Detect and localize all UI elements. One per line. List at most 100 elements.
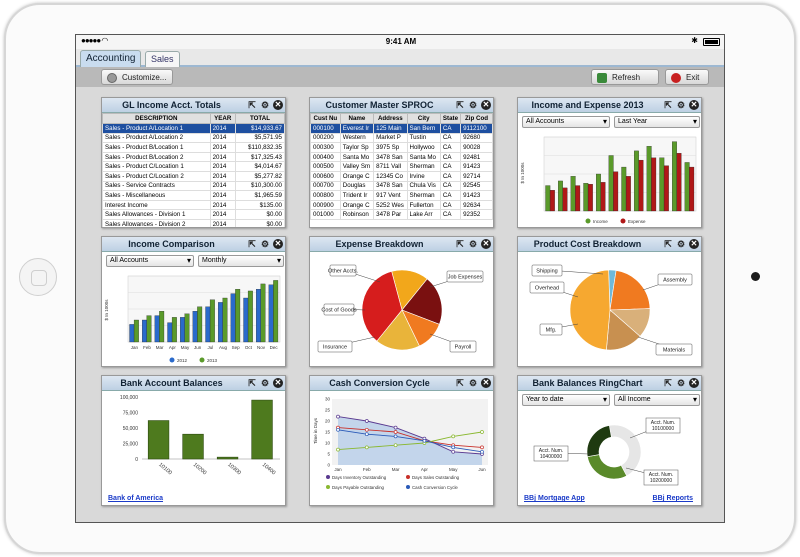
col-header[interactable]: Zip Cod <box>460 113 493 124</box>
table-row[interactable]: Sales - Service Contracts 2014 $10,300.00 <box>102 180 285 192</box>
interval-select[interactable]: Monthly <box>198 255 284 267</box>
bar-2013 <box>222 297 228 343</box>
close-icon[interactable]: ✕ <box>273 239 283 249</box>
table-row[interactable]: 000600 Orange C 12345 Co Irvine CA 92714 <box>310 170 493 182</box>
popout-icon[interactable]: ⇱ <box>456 100 464 110</box>
table-row[interactable]: 001000 Robinson 3478 Par Lake Arr CA 92352 <box>310 209 493 220</box>
data-point <box>364 419 369 423</box>
tab-sales[interactable]: Sales <box>145 51 180 67</box>
col-header[interactable]: YEAR <box>209 113 236 124</box>
table-row[interactable]: Sales - Product C/Location 1 2014 $4,014.6… <box>102 161 285 172</box>
callout-label: Acct. Num. <box>539 448 563 454</box>
close-icon[interactable]: ✕ <box>689 378 699 388</box>
range-select[interactable]: Year to date <box>522 394 610 406</box>
col-header[interactable]: Cust Nu <box>310 113 341 124</box>
table-cell: Tustin <box>406 132 441 144</box>
table-row[interactable]: 000400 Santa Mo 3478 San Santa Mo CA 92481 <box>310 151 493 163</box>
popout-icon[interactable]: ⇱ <box>248 100 256 110</box>
table-row[interactable]: 000800 Trident Ir 917 Vent Sherman CA 91423 <box>310 190 493 201</box>
y-tick-label: 100,000 <box>120 395 138 401</box>
accounts-select[interactable]: All Accounts <box>106 255 194 267</box>
col-header[interactable]: TOTAL <box>234 113 285 124</box>
close-icon[interactable]: ✕ <box>689 100 699 110</box>
home-button[interactable] <box>19 258 57 296</box>
refresh-button[interactable]: Refresh <box>591 69 659 85</box>
close-icon[interactable]: ✕ <box>273 100 283 110</box>
table-cell: Lake Arr <box>406 209 441 220</box>
table-row[interactable]: 000100 Everest Ir 125 Main San Bern CA 911210… <box>310 123 493 134</box>
table-row[interactable]: Interest Income 2014 $135.00 <box>102 199 285 211</box>
gear-icon[interactable]: ⚙ <box>468 100 478 110</box>
table-row[interactable]: Sales - Product B/Location 1 2014 $110,832… <box>102 142 285 153</box>
tick-label: Oct <box>245 345 253 350</box>
table-row[interactable]: Sales - Product B/Location 2 2014 $17,325.… <box>102 151 285 163</box>
table-cell: 92634 <box>460 199 493 211</box>
period-select[interactable]: Last Year <box>614 116 700 128</box>
legend-label: Days Sales Outstanding <box>412 475 460 480</box>
col-header[interactable]: State <box>439 113 462 124</box>
bar-2013 <box>235 289 241 343</box>
close-icon[interactable]: ✕ <box>273 378 283 388</box>
table-row[interactable]: 000200 Western Market P Tustin CA 92680 <box>310 132 493 144</box>
table-row[interactable]: 000300 Taylor Sp 3975 Sp Hollywoo CA 90028 <box>310 142 493 153</box>
popout-icon[interactable]: ⇱ <box>456 378 464 388</box>
table-cell: Irvine <box>406 170 441 182</box>
popout-icon[interactable]: ⇱ <box>664 378 672 388</box>
popout-icon[interactable]: ⇱ <box>664 100 672 110</box>
gear-icon[interactable]: ⚙ <box>260 100 270 110</box>
accounts-select[interactable]: All Accounts <box>522 116 610 128</box>
gear-icon[interactable]: ⚙ <box>676 239 686 249</box>
table-row[interactable]: 000900 Orange C 5252 Wes Fullerton CA 92634 <box>310 199 493 211</box>
table-cell: Everest Ir <box>339 123 375 134</box>
table-row[interactable]: Sales Allowances - Division 1 2014 $0.00 <box>102 209 285 220</box>
income-select[interactable]: All Income <box>614 394 700 406</box>
popout-icon[interactable]: ⇱ <box>248 378 256 388</box>
table-cell: CA <box>439 151 462 163</box>
cash-conversion-panel: Cash Conversion Cycle ⇱ ⚙ ✕ Time in Days 0 5… <box>309 375 494 506</box>
table-cell: 2014 <box>209 180 236 192</box>
popout-icon[interactable]: ⇱ <box>248 239 256 249</box>
gear-icon[interactable]: ⚙ <box>468 378 478 388</box>
table-row[interactable]: Sales - Product A/Location 2 2014 $5,571.9… <box>102 132 285 144</box>
gear-icon[interactable]: ⚙ <box>676 100 686 110</box>
table-row[interactable]: 000500 Valley Sm 8711 Vall Sherman CA 91423 <box>310 161 493 172</box>
bank-of-america-link[interactable]: Bank of America <box>108 495 163 502</box>
table-row[interactable]: Sales - Product C/Location 2 2014 $5,277.8… <box>102 170 285 182</box>
col-header[interactable]: Name <box>339 113 375 124</box>
popout-icon[interactable]: ⇱ <box>456 239 464 249</box>
y-tick-label: 20 <box>325 419 331 424</box>
bbj-reports-link[interactable]: BBj Reports <box>652 495 693 502</box>
table-row[interactable]: Sales - Product A/Location 1 2014 $14,933.… <box>102 123 285 134</box>
panel-title: Cash Conversion Cycle <box>329 378 430 388</box>
gear-icon[interactable]: ⚙ <box>468 239 478 249</box>
mortgage-app-link[interactable]: BBj Mortgage App <box>524 495 585 502</box>
table-row[interactable]: Sales - Miscellaneous 2014 $1,965.59 <box>102 190 285 201</box>
col-header[interactable]: DESCRIPTION <box>102 113 211 124</box>
table-cell: Douglas <box>339 180 375 192</box>
product-cost-panel: Product Cost Breakdown ⇱ ⚙ ✕ Shipping Assem… <box>517 236 702 367</box>
close-icon[interactable]: ✕ <box>481 100 491 110</box>
close-icon[interactable]: ✕ <box>689 239 699 249</box>
table-cell: 12345 Co <box>373 170 408 182</box>
close-icon[interactable]: ✕ <box>481 239 491 249</box>
gear-icon[interactable]: ⚙ <box>260 378 270 388</box>
product-cost-pie-chart: Shipping Assembly Overhead Mfg. Materials <box>529 264 693 356</box>
bar-2013 <box>184 313 190 343</box>
gear-icon[interactable]: ⚙ <box>676 378 686 388</box>
legend-marker <box>406 485 410 489</box>
bar <box>216 456 239 460</box>
legend-marker <box>169 357 175 363</box>
popout-icon[interactable]: ⇱ <box>664 239 672 249</box>
table-row[interactable]: Sales Allowances - Division 2 2014 $0.00 <box>102 218 285 227</box>
col-header[interactable]: Address <box>373 113 408 124</box>
gear-icon[interactable]: ⚙ <box>260 239 270 249</box>
exit-button[interactable]: Exit <box>665 69 709 85</box>
income-comparison-panel: Income Comparison ⇱ ⚙✕ All Accounts Month… <box>101 236 286 367</box>
customize-button[interactable]: Customize... <box>101 69 174 85</box>
table-row[interactable]: 000700 Douglas 3478 San Chula Vis CA 92545 <box>310 180 493 192</box>
tick-label: Jun <box>194 345 202 350</box>
tab-accounting[interactable]: Accounting <box>80 50 142 67</box>
col-header[interactable]: City <box>406 113 441 124</box>
y-tick-label: 75,000 <box>123 411 139 417</box>
close-icon[interactable]: ✕ <box>481 378 491 388</box>
